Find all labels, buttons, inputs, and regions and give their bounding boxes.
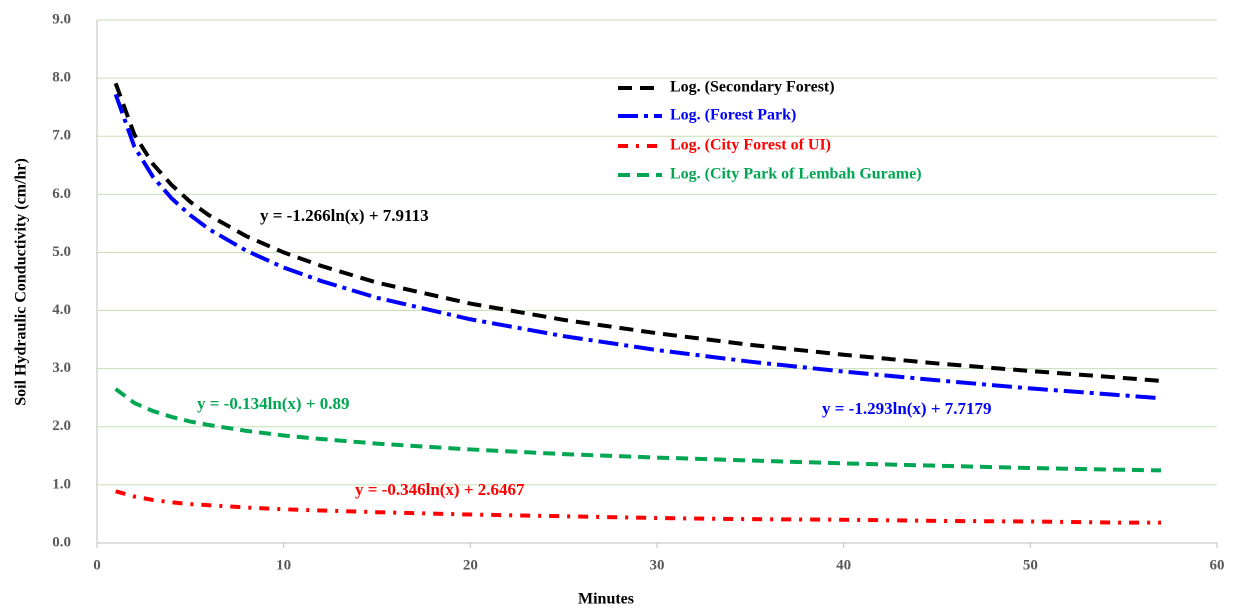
legend-label: Log. (City Forest of UI) [670,137,831,154]
series-line [113,93,1162,401]
series-line [113,82,1162,383]
y-tick-label: 1.0 [52,476,71,492]
y-tick-label: 3.0 [52,360,71,376]
x-tick-label: 10 [276,557,291,573]
y-tick-label: 0.0 [52,534,71,550]
x-axis-label: Minutes [578,591,634,608]
x-tick-label: 50 [1023,557,1038,573]
equation-label: y = -0.134ln(x) + 0.89 [197,394,350,413]
y-tick-label: 6.0 [52,186,71,202]
x-tick-label: 20 [463,557,478,573]
y-axis-label: Soil Hydraulic Conductivity (cm/hr) [13,158,30,406]
y-tick-label: 2.0 [52,418,71,434]
series-line [115,489,1161,525]
x-tick-label: 40 [836,557,851,573]
y-tick-label: 4.0 [52,302,71,318]
equation-label: y = -1.266ln(x) + 7.9113 [260,206,429,225]
equation-label: y = -0.346ln(x) + 2.6467 [355,480,525,499]
legend-label: Log. (Secondary Forest) [670,79,835,96]
equation-label: y = -1.293ln(x) + 7.7179 [822,399,992,418]
legend-label: Log. (City Park of Lembah Gurame) [670,166,922,183]
series-line [114,387,1162,473]
y-tick-label: 5.0 [52,244,71,260]
y-tick-label: 9.0 [52,11,71,27]
x-tick-label: 60 [1210,557,1225,573]
legend-label: Log. (Forest Park) [670,107,796,124]
x-tick-label: 0 [93,557,101,573]
x-tick-label: 30 [650,557,665,573]
y-tick-label: 7.0 [52,128,71,144]
y-tick-label: 8.0 [52,70,71,86]
